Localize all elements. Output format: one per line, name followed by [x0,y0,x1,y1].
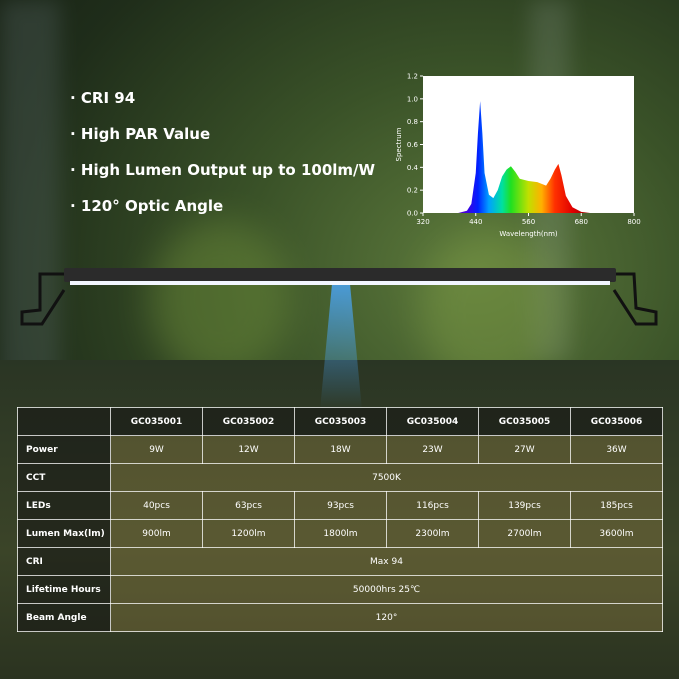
spec-cell: 120° [110,603,663,632]
y-tick-label: 0.2 [407,187,418,195]
spec-cell: 116pcs [386,491,479,520]
x-tick-label: 440 [469,218,482,226]
spec-row: Power 9W 12W 18W 23W 27W 36W [17,435,663,464]
x-tick-label: 560 [522,218,535,226]
x-tick-label: 680 [575,218,588,226]
spec-row: LEDs 40pcs 63pcs 93pcs 116pcs 139pcs 185pcs [17,491,663,520]
row-label: Power [17,435,111,464]
light-bar [64,268,616,282]
row-label: Lumen Max(lm) [17,519,111,548]
spec-row: CCT 7500K [17,463,663,492]
feature-list: · CRI 94 · High PAR Value · High Lumen Out… [70,86,375,230]
feature-item: · High Lumen Output up to 100lm/W [70,161,376,179]
spectrum-curve [458,101,591,213]
spec-cell: 2300lm [386,519,479,548]
spec-cell: 40pcs [110,491,203,520]
row-label: Lifetime Hours [17,575,111,604]
light-beam [320,284,362,410]
spec-cell: 50000hrs 25℃ [110,575,663,604]
model-header: GC035003 [294,407,387,436]
spec-cell: 23W [386,435,479,464]
spec-cell: 2700lm [478,519,571,548]
bracket-left [20,272,66,326]
row-label: Beam Angle [17,603,111,632]
model-header: GC035001 [110,407,203,436]
y-tick-label: 1.2 [407,73,418,81]
corner-cell [17,407,111,436]
spec-cell: 7500K [110,463,663,492]
y-axis-label: Spectrum [395,127,403,161]
spec-cell: 185pcs [570,491,663,520]
spec-cell: 1200lm [202,519,295,548]
y-tick-label: 1.0 [407,95,418,103]
spec-cell: 3600lm [570,519,663,548]
y-tick-label: 0.4 [407,164,419,172]
bracket-right [612,272,658,326]
feature-item: · CRI 94 [70,89,136,107]
spec-cell: 93pcs [294,491,387,520]
spec-cell: 18W [294,435,387,464]
spec-row: Lifetime Hours 50000hrs 25℃ [17,575,663,604]
spec-cell: 1800lm [294,519,387,548]
feature-item: · High PAR Value [70,125,211,143]
header-row: GC035001 GC035002 GC035003 GC035004 GC035005… [17,407,663,436]
spec-cell: 139pcs [478,491,571,520]
y-tick-label: 0.0 [407,210,418,218]
spec-cell: 36W [570,435,663,464]
y-tick-label: 0.8 [407,118,418,126]
row-label: LEDs [17,491,111,520]
spec-row: Lumen Max(lm) 900lm 1200lm 1800lm 2300lm 2700… [17,519,663,548]
model-header: GC035006 [570,407,663,436]
feature-item: · 120° Optic Angle [70,197,224,215]
led-strip [70,281,610,285]
model-header: GC035005 [478,407,571,436]
spec-cell: 27W [478,435,571,464]
model-header: GC035004 [386,407,479,436]
spec-cell: 9W [110,435,203,464]
x-tick-label: 800 [627,218,640,226]
spectrum-chart: 0.0 0.2 0.4 0.6 0.8 1.0 1.2 320 440 560 680 800 Spec… [395,73,641,239]
spec-row: Beam Angle 120° [17,603,663,632]
model-header: GC035002 [202,407,295,436]
spec-cell: 63pcs [202,491,295,520]
x-tick-label: 320 [416,218,429,226]
spec-cell: 900lm [110,519,203,548]
row-label: CRI [17,547,111,576]
spec-cell: Max 94 [110,547,663,576]
y-tick-label: 0.6 [407,141,419,149]
x-axis-label: Wavelength(nm) [499,230,558,238]
spec-row: CRI Max 94 [17,547,663,576]
row-label: CCT [17,463,111,492]
spec-cell: 12W [202,435,295,464]
spec-table: GC035001 GC035002 GC035003 GC035004 GC035005… [17,407,663,632]
